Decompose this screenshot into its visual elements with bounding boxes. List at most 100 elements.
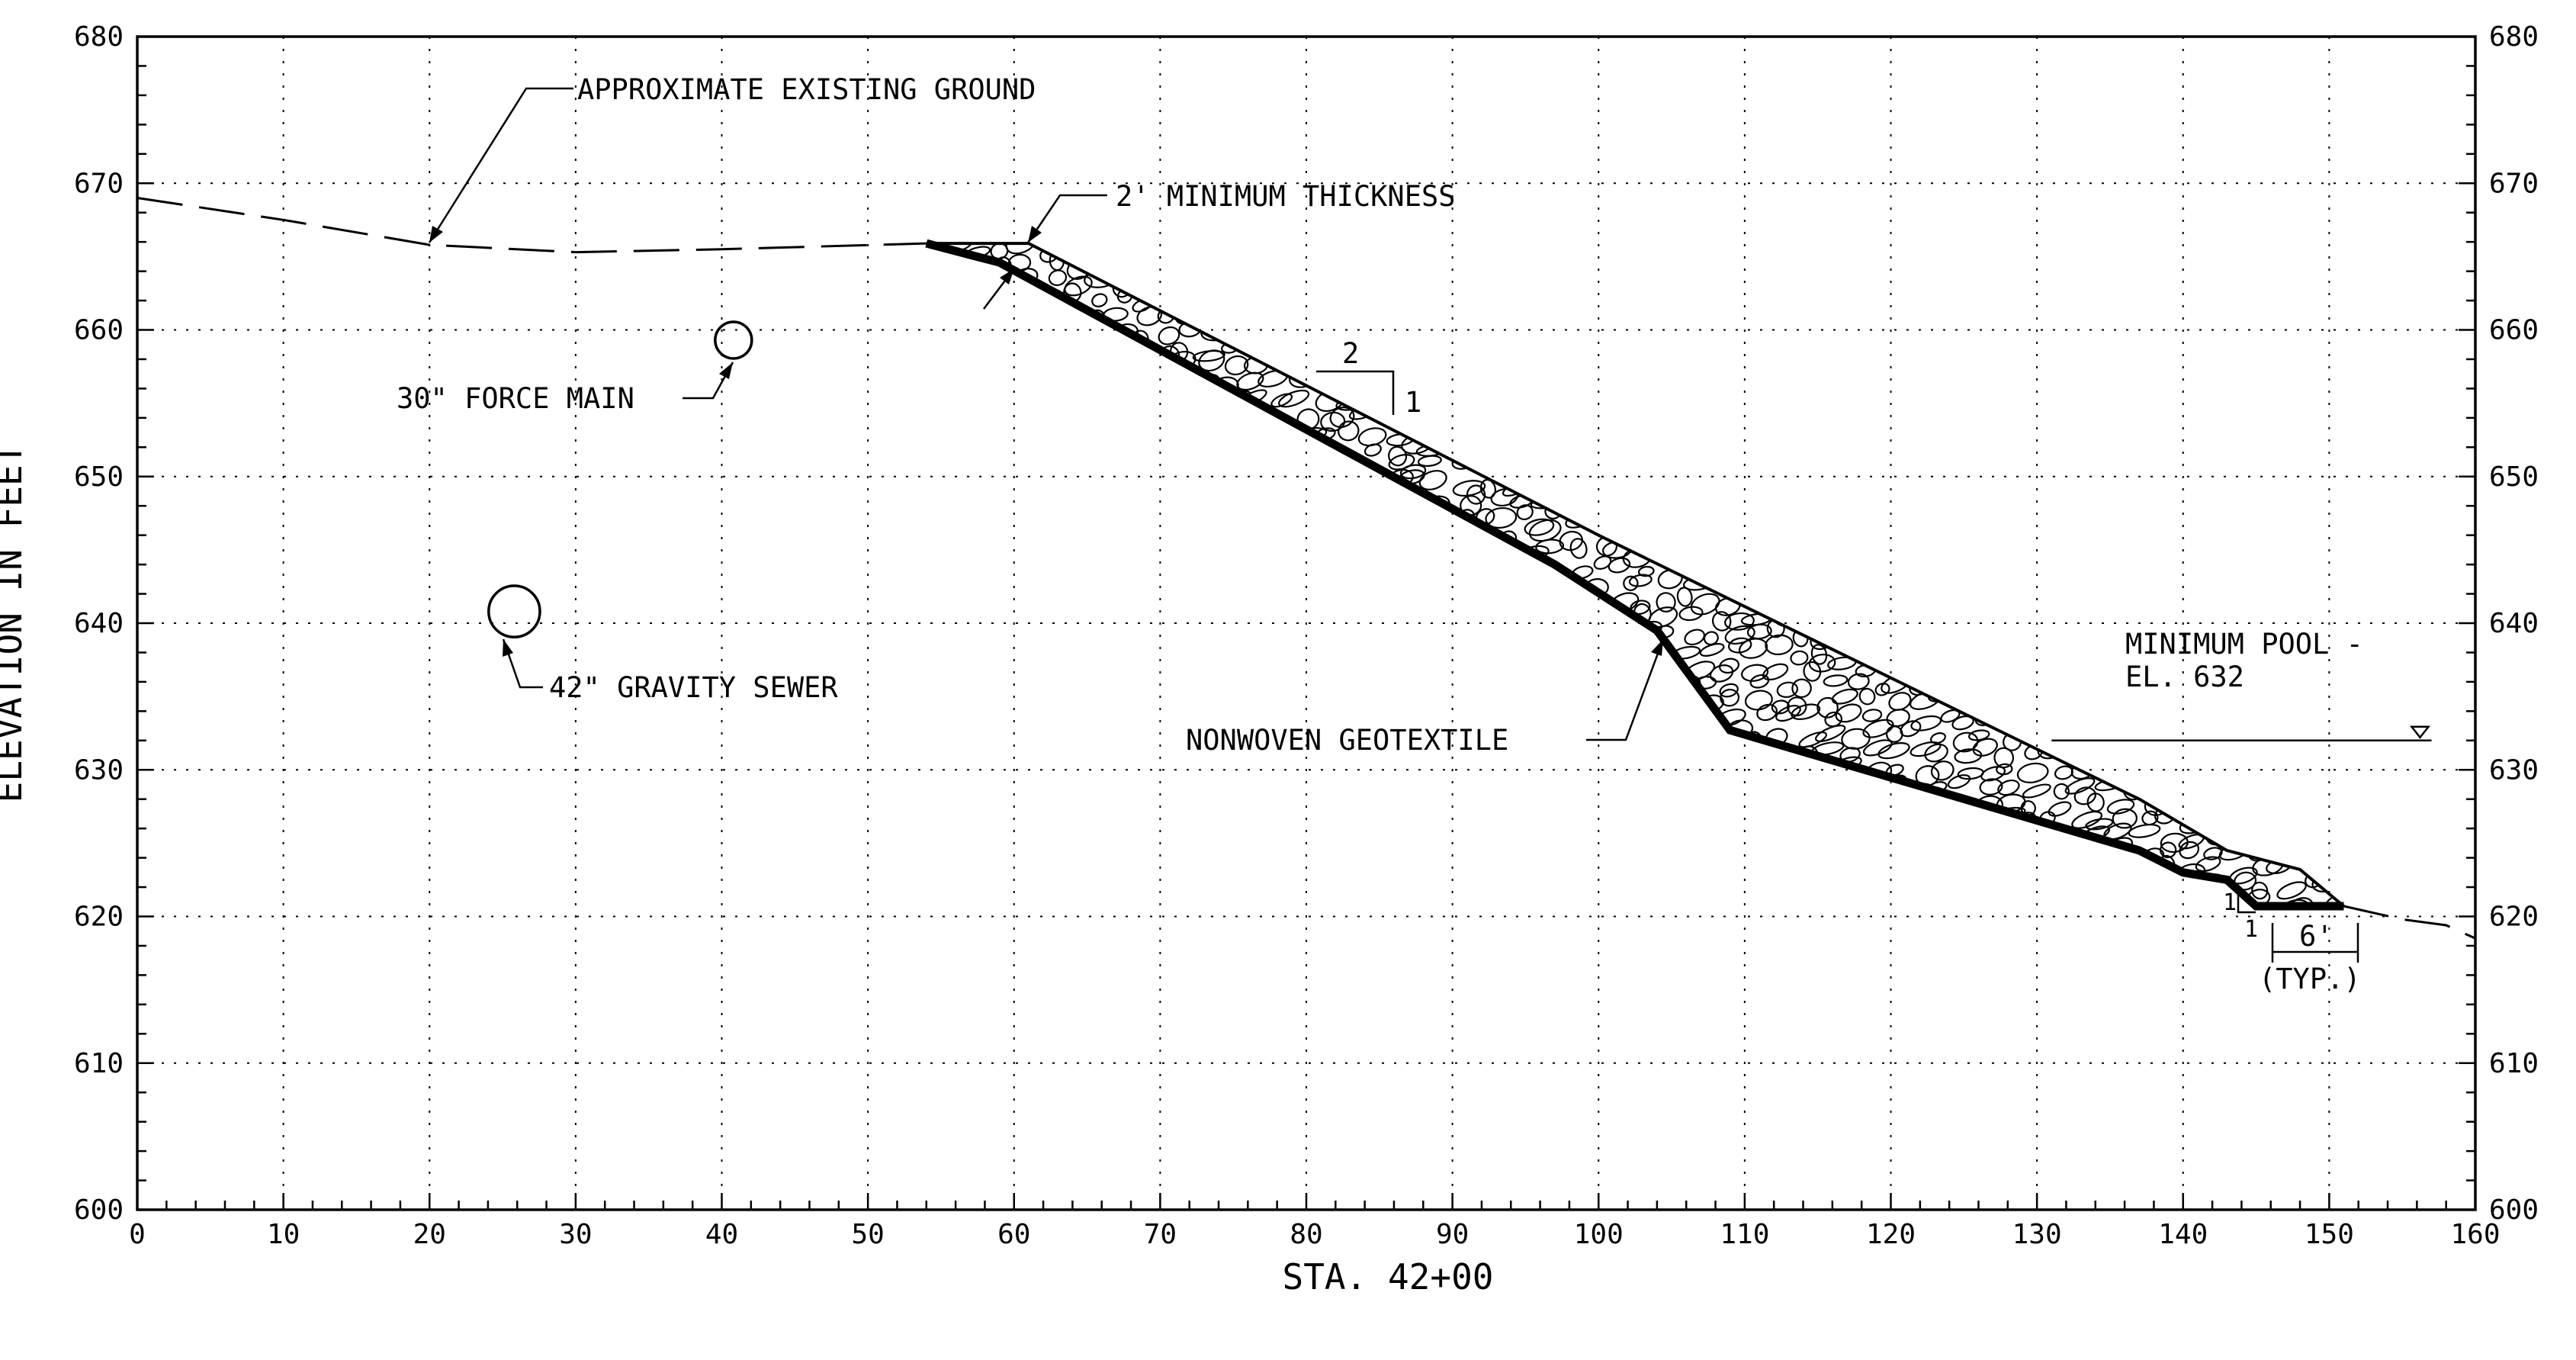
riprap-stone [2108, 321, 2134, 336]
riprap-stone [1862, 243, 1885, 249]
riprap-stone [1582, 902, 1598, 907]
riprap-stone [1392, 820, 1423, 841]
riprap-stone [1724, 379, 1751, 397]
riprap-stone [1636, 524, 1656, 539]
riprap-stone [1995, 481, 2023, 495]
riprap-stone [1171, 444, 1200, 458]
riprap-stone [1839, 612, 1865, 628]
riprap-stone [1370, 494, 1401, 512]
riprap-stone [1121, 726, 1145, 741]
riprap-stone [1010, 678, 1036, 695]
riprap-stone [944, 741, 961, 754]
riprap-stone [2173, 385, 2205, 406]
riprap-stone [1534, 243, 1558, 255]
riprap-stone [1425, 424, 1446, 442]
riprap-stone [1805, 371, 1836, 388]
riprap-stone [2183, 446, 2217, 461]
riprap-stone [1473, 639, 1492, 654]
riprap-stone [1383, 526, 1418, 545]
riprap-stone [1739, 776, 1767, 794]
riprap-stone [1551, 706, 1572, 719]
riprap-stone [1039, 603, 1071, 626]
riprap-stone [2287, 358, 2313, 380]
riprap-stone [1715, 821, 1748, 844]
riprap-stone [2038, 429, 2059, 447]
riprap-stone [1611, 346, 1633, 366]
riprap-stone [1744, 258, 1777, 281]
riprap-stone [996, 460, 1013, 478]
riprap-stone [1146, 757, 1166, 773]
riprap-stone [1526, 567, 1552, 589]
riprap-stone [1728, 460, 1750, 479]
riprap-stone [1290, 546, 1314, 562]
riprap-stone [926, 270, 941, 285]
riprap-stone [1855, 301, 1884, 320]
riprap-stone [1638, 833, 1660, 847]
riprap-stone [1325, 258, 1354, 272]
geotextile-leader [1586, 638, 1665, 741]
riprap-stone [2314, 846, 2333, 862]
riprap-stone [1791, 508, 1808, 528]
riprap-stone [2070, 658, 2097, 678]
riprap-stone [1511, 590, 1533, 606]
riprap-stone [2224, 553, 2258, 574]
riprap-stone [1489, 450, 1518, 471]
riprap-stone [1796, 337, 1824, 355]
riprap-stone [1973, 412, 1989, 424]
riprap-stone [1311, 516, 1330, 529]
riprap-stone [1977, 325, 1996, 337]
riprap-stone [1046, 533, 1071, 548]
riprap-stone [1906, 329, 1925, 350]
riprap-stone [2195, 596, 2222, 617]
riprap-stone [1011, 612, 1033, 632]
riprap-stone [1173, 796, 1200, 809]
riprap-stone [1623, 325, 1649, 338]
riprap-stone [1926, 816, 1943, 831]
riprap-stone [1238, 895, 1257, 907]
riprap-stone [2100, 471, 2121, 486]
riprap-stone [1928, 552, 1957, 569]
gravity-sewer-leader [502, 638, 543, 689]
riprap-stone [1675, 831, 1693, 850]
riprap-stone [1070, 363, 1089, 383]
riprap-stone [2133, 352, 2157, 367]
riprap-stone [1694, 756, 1723, 771]
riprap-stone [2153, 441, 2171, 456]
riprap-stone [1587, 299, 1604, 320]
riprap-stone [2313, 561, 2339, 579]
riprap-stone [2179, 721, 2201, 738]
riprap-stone [1446, 362, 1470, 375]
riprap-stone [1646, 844, 1673, 862]
riprap-stone [2245, 349, 2265, 363]
riprap-stone [2100, 545, 2119, 560]
riprap-stone [2049, 488, 2069, 504]
riprap-stone [2164, 607, 2186, 628]
riprap-stone [1915, 606, 1931, 620]
riprap-stone [1011, 868, 1040, 885]
riprap-stone [1951, 908, 1974, 932]
riprap-stone [1308, 809, 1338, 827]
riprap-stone [2099, 246, 2122, 260]
riprap-stone [1905, 456, 1929, 471]
riprap-stone [1744, 690, 1773, 711]
riprap-stone [1163, 580, 1181, 596]
riprap-stone [942, 603, 975, 623]
riprap-stone [1351, 535, 1380, 556]
riprap-stone [1418, 358, 1450, 376]
riprap-stone [1555, 612, 1584, 634]
riprap-stone [1554, 326, 1585, 342]
riprap-stone [1654, 735, 1683, 756]
riprap-stone [2170, 249, 2189, 268]
riprap-stone [1881, 375, 1906, 392]
riprap-stone [1778, 858, 1800, 879]
riprap-stone [2295, 846, 2315, 860]
riprap-stone [1469, 760, 1502, 780]
riprap-stone [1762, 663, 1789, 681]
riprap-stone [2095, 675, 2118, 697]
riprap-stone [2316, 436, 2344, 454]
grid-lines [137, 37, 2475, 1210]
riprap-stone [926, 391, 957, 410]
riprap-stone [1265, 667, 1297, 683]
riprap-stone [1364, 491, 1392, 506]
riprap-stone [1155, 471, 1171, 484]
